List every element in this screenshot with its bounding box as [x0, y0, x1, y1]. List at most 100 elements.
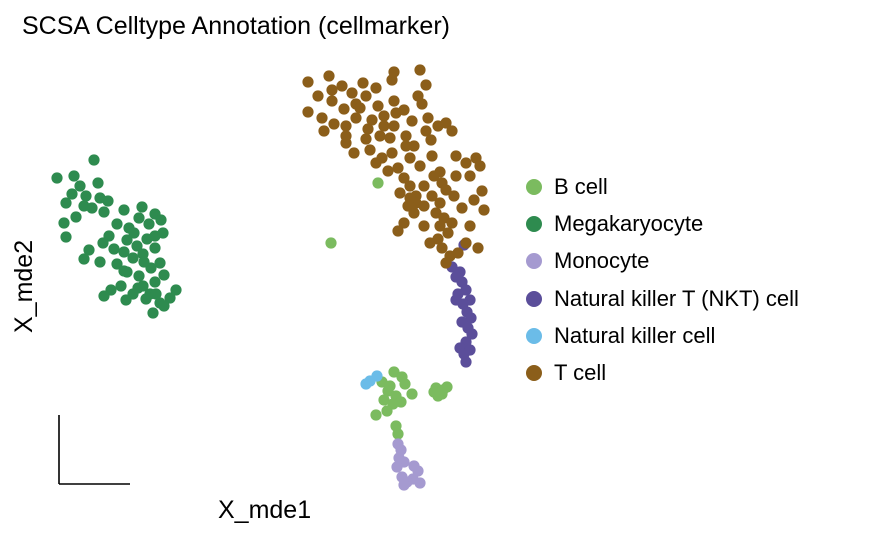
point-t-cell: [357, 77, 369, 89]
point-megakaryocyte: [111, 258, 123, 270]
point-t-cell: [388, 120, 400, 132]
point-megakaryocyte: [170, 284, 182, 296]
point-megakaryocyte: [131, 240, 143, 252]
legend-label-nk-cell: Natural killer cell: [554, 322, 716, 348]
point-t-cell: [328, 118, 340, 130]
point-t-cell: [354, 102, 366, 114]
point-t-cell: [414, 160, 426, 172]
legend-label-b-cell: B cell: [554, 173, 608, 199]
point-t-cell: [426, 150, 438, 162]
point-t-cell: [414, 64, 426, 76]
point-megakaryocyte: [128, 227, 140, 239]
point-megakaryocyte: [115, 280, 127, 292]
point-t-cell: [394, 187, 406, 199]
point-t-cell: [372, 100, 384, 112]
point-t-cell: [420, 79, 432, 91]
point-t-cell: [326, 95, 338, 107]
legend-item-megakaryocyte: Megakaryocyte: [526, 205, 799, 242]
legend-swatch-nk-cell: [526, 327, 542, 344]
point-megakaryocyte: [158, 300, 170, 312]
point-megakaryocyte: [74, 180, 86, 192]
point-b-cell: [378, 394, 390, 406]
point-megakaryocyte: [120, 294, 132, 306]
point-natural-killer-t-nkt-cell: [466, 328, 478, 340]
point-t-cell: [422, 112, 434, 124]
legend-item-t-cell: T cell: [526, 354, 799, 391]
legend-label-megakaryocyte: Megakaryocyte: [554, 210, 704, 236]
point-t-cell: [323, 70, 335, 82]
legend-swatch-monocyte: [526, 253, 542, 270]
point-megakaryocyte: [155, 214, 167, 226]
point-megakaryocyte: [78, 253, 90, 265]
point-t-cell: [434, 166, 446, 178]
point-natural-killer-cell: [371, 370, 383, 382]
point-t-cell: [370, 82, 382, 94]
point-t-cell: [364, 144, 376, 156]
point-t-cell: [418, 220, 430, 232]
point-t-cell: [340, 130, 352, 142]
point-t-cell: [326, 84, 338, 96]
legend-swatch-megakaryocyte: [526, 215, 542, 232]
point-t-cell: [398, 217, 410, 229]
point-megakaryocyte: [51, 172, 63, 184]
point-megakaryocyte: [138, 256, 150, 268]
point-megakaryocyte: [92, 177, 104, 189]
point-t-cell: [366, 114, 378, 126]
point-t-cell: [312, 90, 324, 102]
x-axis-label: X_mde1: [218, 496, 312, 524]
legend-item-nk-cell: Natural killer cell: [526, 317, 799, 354]
point-t-cell: [448, 190, 460, 202]
chart-title: SCSA Celltype Annotation (cellmarker): [22, 12, 450, 40]
point-megakaryocyte: [157, 227, 169, 239]
point-megakaryocyte: [143, 218, 155, 230]
point-t-cell: [400, 140, 412, 152]
point-b-cell: [395, 396, 407, 408]
point-b-cell: [325, 237, 337, 249]
point-t-cell: [478, 204, 490, 216]
point-megakaryocyte: [102, 195, 114, 207]
point-b-cell: [372, 177, 384, 189]
point-monocyte: [412, 465, 424, 477]
point-t-cell: [440, 117, 452, 129]
point-t-cell: [440, 257, 452, 269]
legend-item-nkt-cell: Natural killer T (NKT) cell: [526, 280, 799, 317]
point-t-cell: [378, 120, 390, 132]
point-t-cell: [404, 192, 416, 204]
point-natural-killer-t-nkt-cell: [460, 356, 472, 368]
point-megakaryocyte: [127, 252, 139, 264]
point-t-cell: [374, 130, 386, 142]
point-t-cell: [406, 115, 418, 127]
legend-swatch-t-cell: [526, 365, 542, 382]
legend-label-nkt-cell: Natural killer T (NKT) cell: [554, 285, 799, 311]
point-t-cell: [392, 225, 404, 237]
point-t-cell: [302, 76, 314, 88]
point-t-cell: [474, 160, 486, 172]
point-t-cell: [348, 147, 360, 159]
point-t-cell: [446, 125, 458, 137]
point-t-cell: [378, 110, 390, 122]
point-t-cell: [336, 80, 348, 92]
point-megakaryocyte: [60, 231, 72, 243]
point-t-cell: [412, 90, 424, 102]
data-points: [51, 64, 490, 491]
point-t-cell: [404, 180, 416, 192]
point-t-cell: [434, 220, 446, 232]
point-t-cell: [408, 140, 420, 152]
point-t-cell: [340, 120, 352, 132]
point-b-cell: [388, 366, 400, 378]
point-t-cell: [420, 125, 432, 137]
point-t-cell: [472, 242, 484, 254]
legend-label-t-cell: T cell: [554, 360, 607, 386]
point-t-cell: [460, 237, 472, 249]
point-megakaryocyte: [80, 190, 92, 202]
point-b-cell: [428, 386, 440, 398]
point-t-cell: [362, 123, 374, 135]
point-megakaryocyte: [121, 234, 133, 246]
point-megakaryocyte: [133, 212, 145, 224]
point-megakaryocyte: [70, 211, 82, 223]
point-megakaryocyte: [58, 217, 70, 229]
point-t-cell: [442, 227, 454, 239]
point-t-cell: [464, 170, 476, 182]
point-megakaryocyte: [118, 265, 130, 277]
